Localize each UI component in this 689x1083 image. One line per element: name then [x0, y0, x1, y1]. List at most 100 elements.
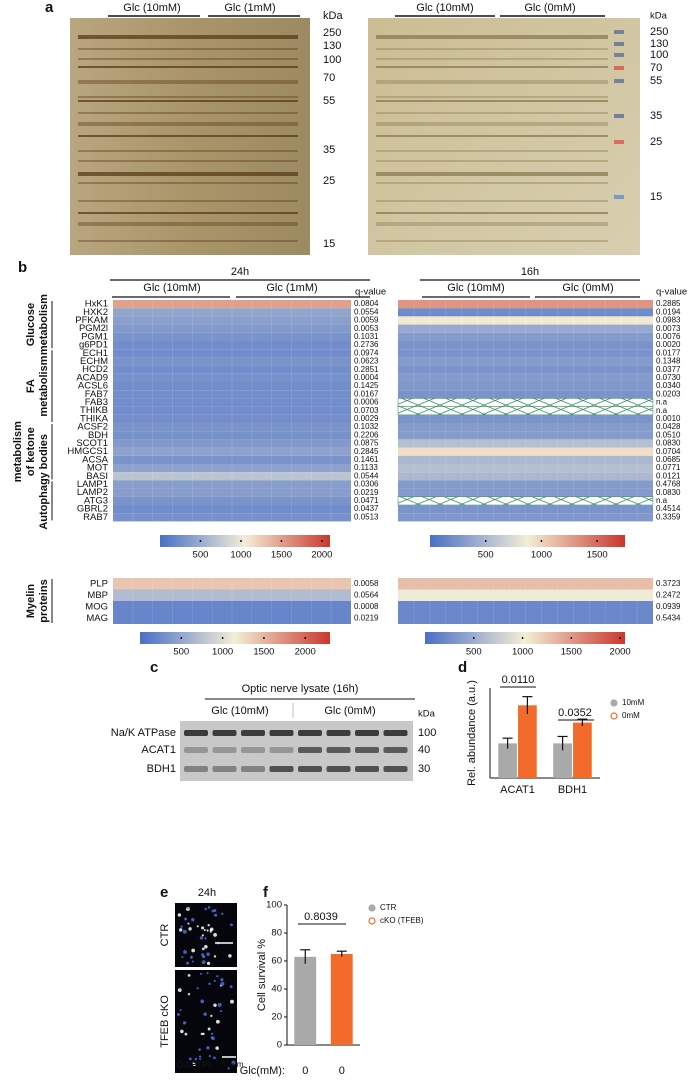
q-value: 0.4514 [656, 504, 681, 513]
x-tick-label: ACAT1 [500, 784, 535, 796]
row-label: LAMP1 [77, 479, 108, 490]
nucleus [196, 925, 199, 928]
heatmap-row [398, 414, 653, 423]
row-label: ATG3 [84, 495, 108, 506]
q-value: n.a [656, 496, 668, 505]
y-tick-label: 60 [271, 956, 282, 967]
nucleus [231, 1060, 236, 1065]
row-label: ACAD9 [76, 372, 108, 383]
group-label: Glc (0mM) [324, 705, 375, 717]
q-value: 0.0177 [656, 348, 681, 357]
q-value: 0.0437 [354, 504, 379, 513]
nucleus [206, 929, 209, 932]
blot-band [184, 730, 208, 736]
ladder-band [614, 66, 624, 70]
q-value: 0.0203 [656, 389, 681, 398]
blot-band [355, 730, 379, 736]
marker-label: 15 [323, 238, 335, 250]
q-value: 0.0121 [656, 471, 681, 480]
heatmap-row [113, 332, 351, 341]
nucleus [215, 1046, 219, 1050]
colorbar-tick-label: 1000 [512, 647, 533, 658]
nucleus [213, 1056, 216, 1060]
group-label: Glc (10mM) [447, 282, 504, 294]
heatmap-row [398, 423, 653, 432]
row-label: MAG [86, 613, 108, 624]
nucleus [181, 956, 184, 959]
heatmap-row [113, 316, 351, 325]
nucleus [206, 971, 209, 975]
q-value: 0.0564 [354, 590, 379, 599]
q-value: 0.0830 [656, 439, 681, 448]
group-label: Glc (10mM) [123, 2, 180, 14]
heatmap-row [398, 578, 653, 590]
row-label: HMGCS1 [67, 446, 108, 457]
blot-band [184, 766, 208, 772]
nucleus [221, 912, 224, 916]
heatmap-row [398, 308, 653, 317]
q-value: 0.2736 [354, 340, 379, 349]
marker-label: 130 [650, 38, 668, 50]
gel-band [376, 182, 608, 184]
y-tick-label: 0 [277, 1040, 282, 1051]
q-value: 0.0685 [656, 455, 681, 464]
y-tick-label: 100 [266, 900, 282, 911]
legend-marker [610, 712, 618, 720]
unit-label: kDa [418, 709, 436, 720]
q-value: 0.0804 [354, 299, 379, 308]
blot-kda: 40 [418, 744, 430, 756]
nucleus [204, 937, 207, 940]
nucleus [213, 955, 217, 958]
blot-band [241, 747, 265, 753]
q-value: 0.0875 [354, 439, 379, 448]
blot-row-label: ACAT1 [141, 744, 176, 756]
bar [518, 705, 537, 778]
row-label: PLP [90, 578, 108, 589]
nucleus [206, 952, 210, 957]
row-label: ECHM [80, 356, 108, 367]
colorbar-tick-label: 1000 [230, 550, 251, 561]
ladder-band [614, 53, 624, 57]
gel-band [78, 212, 298, 214]
heatmap-row [398, 488, 653, 497]
blot-band [298, 747, 322, 753]
colorbar-tick-label: 1500 [561, 647, 582, 658]
q-value: 0.0340 [656, 381, 681, 390]
heatmap-row [113, 513, 351, 522]
gel-band [78, 35, 298, 39]
q-value: 0.1031 [354, 332, 379, 341]
legend-marker [610, 699, 618, 707]
nucleus [178, 928, 183, 932]
nucleus [227, 1067, 230, 1070]
nucleus [201, 960, 206, 964]
nucleus [180, 925, 183, 928]
heatmap-row [113, 357, 351, 366]
row-label: RAB7 [83, 512, 108, 523]
nucleus [204, 944, 208, 949]
row-label: MOG [85, 601, 108, 612]
heatmap-row [113, 423, 351, 432]
heatmap-row [398, 589, 653, 601]
heatmap-row [113, 365, 351, 374]
colorbar [430, 535, 625, 547]
colorbar [425, 632, 625, 644]
q-value: 0.0059 [354, 316, 379, 325]
q-value: 0.0703 [354, 406, 379, 415]
heatmap-row [113, 300, 351, 309]
panel-label: e [160, 884, 168, 901]
nucleus [220, 978, 224, 982]
q-value: 0.0219 [354, 613, 379, 622]
nucleus [188, 1057, 192, 1061]
colorbar-tick-label: 500 [173, 647, 189, 658]
gel-band [376, 112, 608, 114]
row-label: ACSA [82, 454, 109, 465]
colorbar-tick-label: 500 [478, 550, 494, 561]
heatmap-row [398, 464, 653, 473]
row-label: PFKAM [75, 315, 108, 326]
bar [498, 743, 517, 778]
gel-band [78, 172, 298, 176]
ladder-band [614, 140, 624, 144]
group-label: Glc (10mM) [416, 2, 473, 14]
q-value: 0.2845 [354, 447, 379, 456]
gel-band [78, 150, 298, 152]
